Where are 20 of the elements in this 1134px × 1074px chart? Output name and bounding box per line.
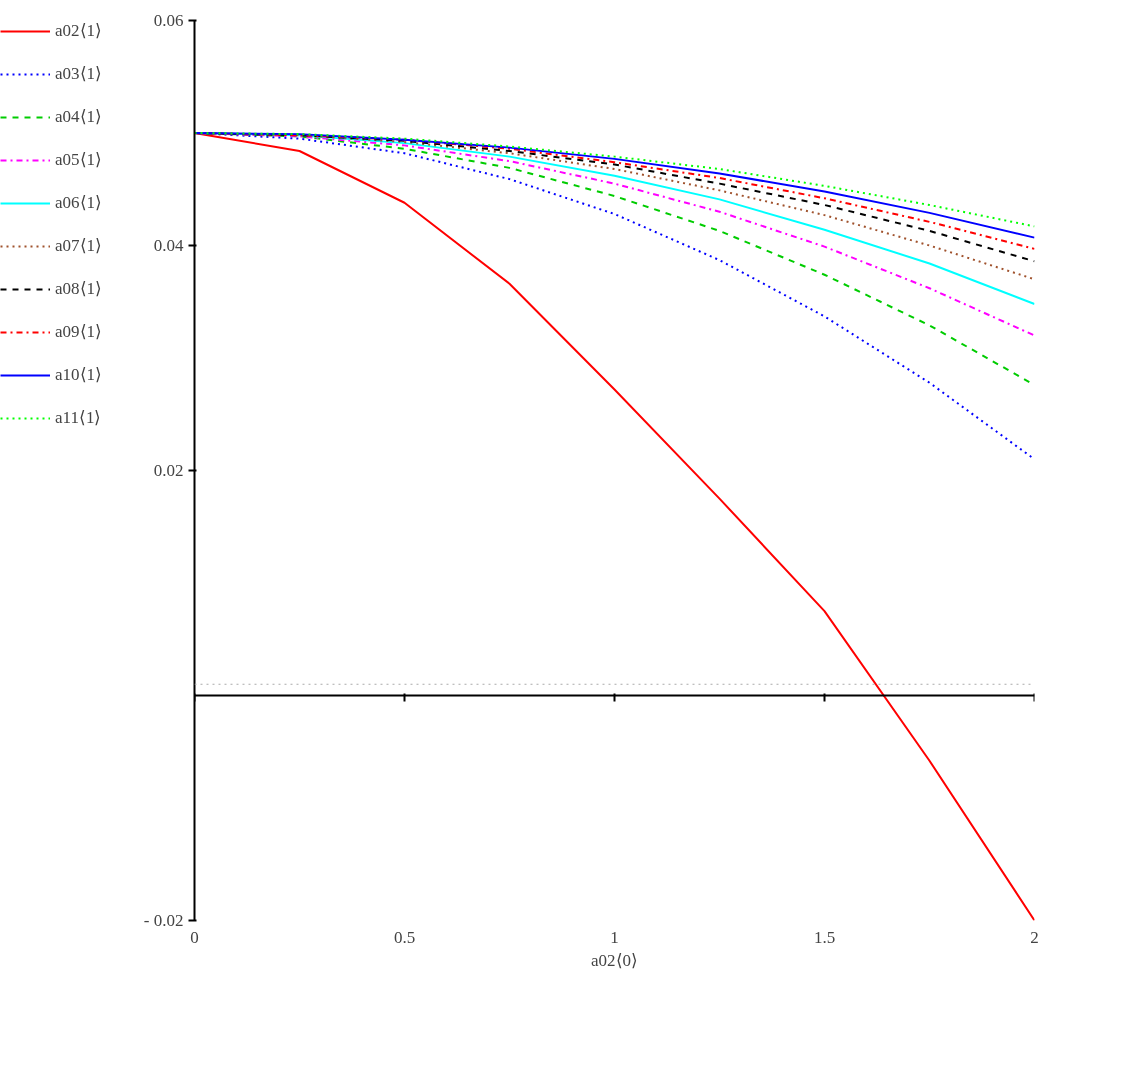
x-tick-label: 2 (1030, 927, 1039, 947)
x-tick-label: 1 (610, 927, 619, 947)
legend-label: a06⟨1⟩ (55, 192, 103, 213)
legend-label: a02⟨1⟩ (55, 20, 103, 41)
y-tick-label: 0.06 (153, 11, 184, 30)
legend-label: a09⟨1⟩ (55, 321, 103, 342)
legend-label: a05⟨1⟩ (55, 149, 103, 170)
legend-label: a07⟨1⟩ (55, 235, 103, 256)
legend-label: a04⟨1⟩ (55, 106, 103, 127)
legend-label: a03⟨1⟩ (55, 63, 103, 84)
y-tick-label: - 0.02 (143, 911, 184, 930)
y-tick-label: 0.02 (153, 461, 184, 480)
legend-label: a11⟨1⟩ (55, 407, 102, 428)
y-tick-label: 0.04 (153, 236, 184, 255)
legend-label: a08⟨1⟩ (55, 278, 103, 299)
x-tick-label: 1.5 (813, 927, 836, 947)
x-axis-title: a02⟨0⟩ (590, 950, 639, 970)
legend-label: a10⟨1⟩ (55, 364, 103, 385)
x-tick-label: 0 (190, 927, 199, 947)
x-tick-label: 0.5 (393, 927, 416, 947)
